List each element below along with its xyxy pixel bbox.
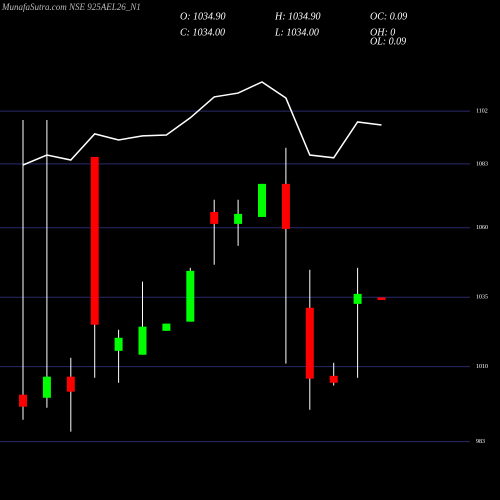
- candle-body: [377, 297, 386, 300]
- candle-body: [114, 337, 123, 351]
- candle-body: [329, 375, 338, 383]
- ohlc-stat: L: 1034.00: [274, 27, 319, 38]
- candle-body: [90, 156, 99, 325]
- candle-body: [234, 213, 243, 224]
- candle-body: [353, 293, 362, 304]
- overlay-line: [22, 81, 382, 166]
- y-tick-label: 1060: [476, 225, 488, 231]
- candle-body: [281, 183, 290, 229]
- candle-body: [138, 326, 147, 355]
- y-tick-label: 1102: [476, 108, 488, 114]
- y-tick-label: 983: [476, 439, 485, 445]
- candle-body: [210, 211, 219, 224]
- candle-body: [305, 307, 314, 379]
- candle-body: [258, 183, 266, 217]
- candle-body: [42, 376, 51, 398]
- ohlc-stat: H: 1034.90: [274, 11, 321, 22]
- ohlc-stat: OH: 0: [370, 27, 395, 38]
- candle-body: [66, 376, 75, 392]
- chart-title: MunafaSutra.com NSE 925AEL26_N1: [1, 2, 141, 12]
- y-tick-label: 1010: [476, 364, 488, 370]
- ohlc-stat: O: 1034.90: [180, 11, 226, 22]
- candle-body: [186, 270, 195, 322]
- y-tick-label: 1035: [476, 295, 488, 301]
- candle-body: [162, 323, 171, 331]
- y-tick-label: 1083: [476, 161, 488, 167]
- ohlc-stat: OL: 0.09: [370, 36, 406, 47]
- ohlc-stat: OC: 0.09: [370, 11, 407, 22]
- ohlc-stat: C: 1034.00: [180, 27, 225, 38]
- candle-body: [19, 394, 27, 407]
